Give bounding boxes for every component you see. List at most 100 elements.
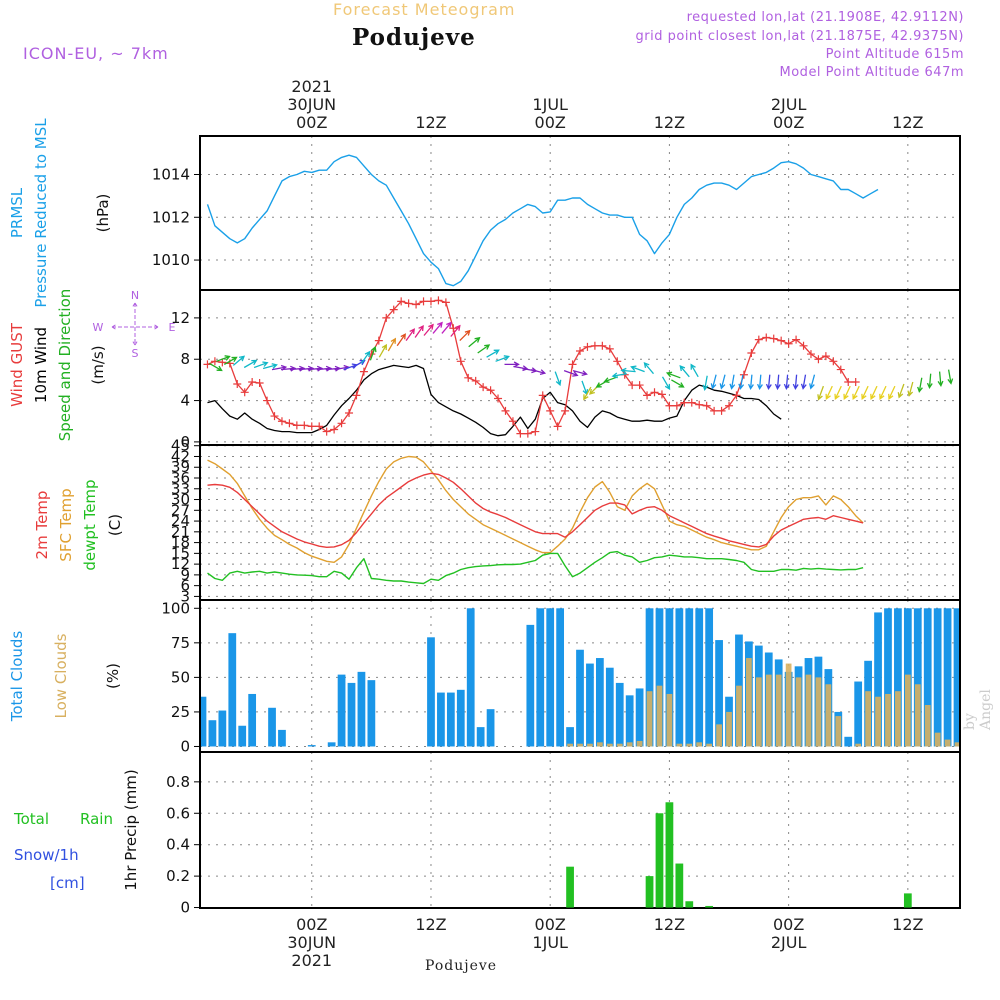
- wind-direction-arrow: [405, 328, 415, 341]
- total-cloud-bar: [854, 681, 863, 747]
- total-cloud-bar: [675, 608, 684, 747]
- total-cloud-bar: [466, 608, 475, 747]
- wind-direction-arrow: [765, 374, 772, 391]
- pressure-panel: 1010 1012 1014: [152, 135, 961, 291]
- gust-marker: [836, 365, 845, 374]
- wind-direction-arrow: [378, 343, 387, 358]
- y-tick-label: 18: [171, 534, 190, 552]
- bottom-time-label: 1JUL: [532, 933, 568, 952]
- low-cloud-bar: [696, 742, 703, 747]
- y-tick-label: 9: [180, 566, 190, 584]
- gust-marker: [650, 388, 659, 397]
- dewpt-line: [207, 550, 864, 585]
- low-cloud-bar: [815, 677, 822, 747]
- wind-ylabel-2: Speed and Direction: [56, 289, 74, 442]
- y-tick-label: 0.2: [166, 867, 190, 885]
- gust-marker: [374, 336, 383, 345]
- y-tick-label: 25: [171, 703, 190, 721]
- total-cloud-bar: [884, 608, 892, 747]
- top-time-label: 00Z: [296, 113, 327, 132]
- total-cloud-bar: [437, 692, 445, 747]
- gust-marker: [665, 401, 674, 410]
- total-cloud-bar: [556, 608, 565, 747]
- wind-direction-arrow: [581, 380, 589, 396]
- wind-direction-arrow: [870, 385, 878, 401]
- total-cloud-bar: [427, 637, 435, 747]
- wind-direction-arrow: [307, 365, 324, 372]
- wind-ylabel-0: Wind GUST: [8, 322, 26, 407]
- gust-marker: [695, 400, 704, 409]
- gust-marker: [240, 388, 249, 397]
- wind-direction-arrow: [834, 385, 842, 401]
- wind-direction-arrow: [888, 385, 896, 401]
- low-cloud-bar: [895, 691, 901, 747]
- gust-marker: [568, 360, 577, 369]
- gust-marker: [486, 386, 495, 395]
- bottom-time-label: 2021: [291, 951, 332, 970]
- bottom-time-label: 00Z: [773, 915, 804, 934]
- pressure-ylabel-1: Pressure Reduced to MSL: [32, 118, 50, 308]
- precip-unit-cm: [cm]: [50, 874, 85, 892]
- wind-direction-arrow: [369, 345, 377, 361]
- wind-direction-arrow: [396, 333, 406, 347]
- wind-speed-line: [207, 364, 782, 437]
- y-tick-label: 42: [171, 447, 190, 465]
- low-cloud-bar: [656, 685, 663, 747]
- wind-direction-arrow: [800, 374, 807, 390]
- total-cloud-bar: [615, 682, 624, 747]
- precip-bar: [655, 813, 664, 908]
- wind-direction-arrow: [690, 363, 699, 378]
- compass-east: E: [169, 321, 176, 334]
- wind-direction-arrow: [702, 375, 709, 391]
- y-tick-label: 36: [171, 469, 190, 487]
- y-tick-label: 75: [171, 634, 190, 652]
- gust-marker: [605, 344, 614, 353]
- wind-direction-arrow: [450, 324, 461, 337]
- low-cloud-bar: [855, 743, 862, 747]
- wind-ylabel-1: 10m Wind: [32, 327, 50, 403]
- gust-marker: [590, 341, 599, 350]
- gust-marker: [441, 298, 450, 307]
- gust-marker: [687, 398, 696, 407]
- gust-marker: [464, 373, 473, 382]
- total-cloud-bar: [337, 674, 346, 747]
- gust-marker: [233, 380, 242, 389]
- y-tick-label: 0: [180, 433, 190, 451]
- total-cloud-bar: [655, 608, 664, 747]
- low-cloud-bar: [835, 716, 842, 747]
- total-cloud-bar: [605, 667, 614, 747]
- wind-direction-arrow: [710, 374, 717, 390]
- wind-direction-arrow: [671, 379, 685, 388]
- top-time-label: 12Z: [415, 113, 446, 132]
- total-cloud-bar: [953, 608, 959, 747]
- low-cloud-bar: [636, 740, 643, 747]
- low-cloud-bar: [736, 685, 742, 747]
- gust-marker: [844, 377, 853, 386]
- wind-direction-arrow: [232, 355, 246, 366]
- low-cloud-bar: [676, 743, 683, 747]
- gust-marker: [255, 379, 264, 387]
- y-tick-label: 12: [171, 555, 190, 573]
- total-cloud-bar: [238, 725, 247, 747]
- gust-marker: [635, 381, 644, 390]
- total-cloud-bar: [248, 693, 257, 747]
- wind-direction-arrow: [209, 362, 223, 372]
- gust-marker: [248, 377, 257, 386]
- total-cloud-bar: [268, 707, 276, 747]
- low-cloud-bar: [746, 658, 752, 747]
- temp-ylabel-2: dewpt Temp: [81, 479, 99, 570]
- bottom-time-label: 00Z: [535, 915, 566, 934]
- wind-direction-arrow: [665, 371, 681, 379]
- precip-panel: 0 0.2 0.4 0.6 0.8: [166, 751, 961, 917]
- y-tick-label: 15: [171, 544, 190, 562]
- total-cloud-bar: [595, 658, 604, 747]
- total-cloud-bar: [456, 689, 465, 747]
- gust-marker: [523, 429, 532, 438]
- total-cloud-bar: [715, 640, 723, 747]
- bottom-time-label: 2JUL: [771, 933, 807, 952]
- wind-direction-arrow: [783, 374, 790, 391]
- panel-frame: [199, 751, 961, 909]
- gust-marker: [799, 341, 808, 350]
- low-cloud-bar: [596, 742, 603, 747]
